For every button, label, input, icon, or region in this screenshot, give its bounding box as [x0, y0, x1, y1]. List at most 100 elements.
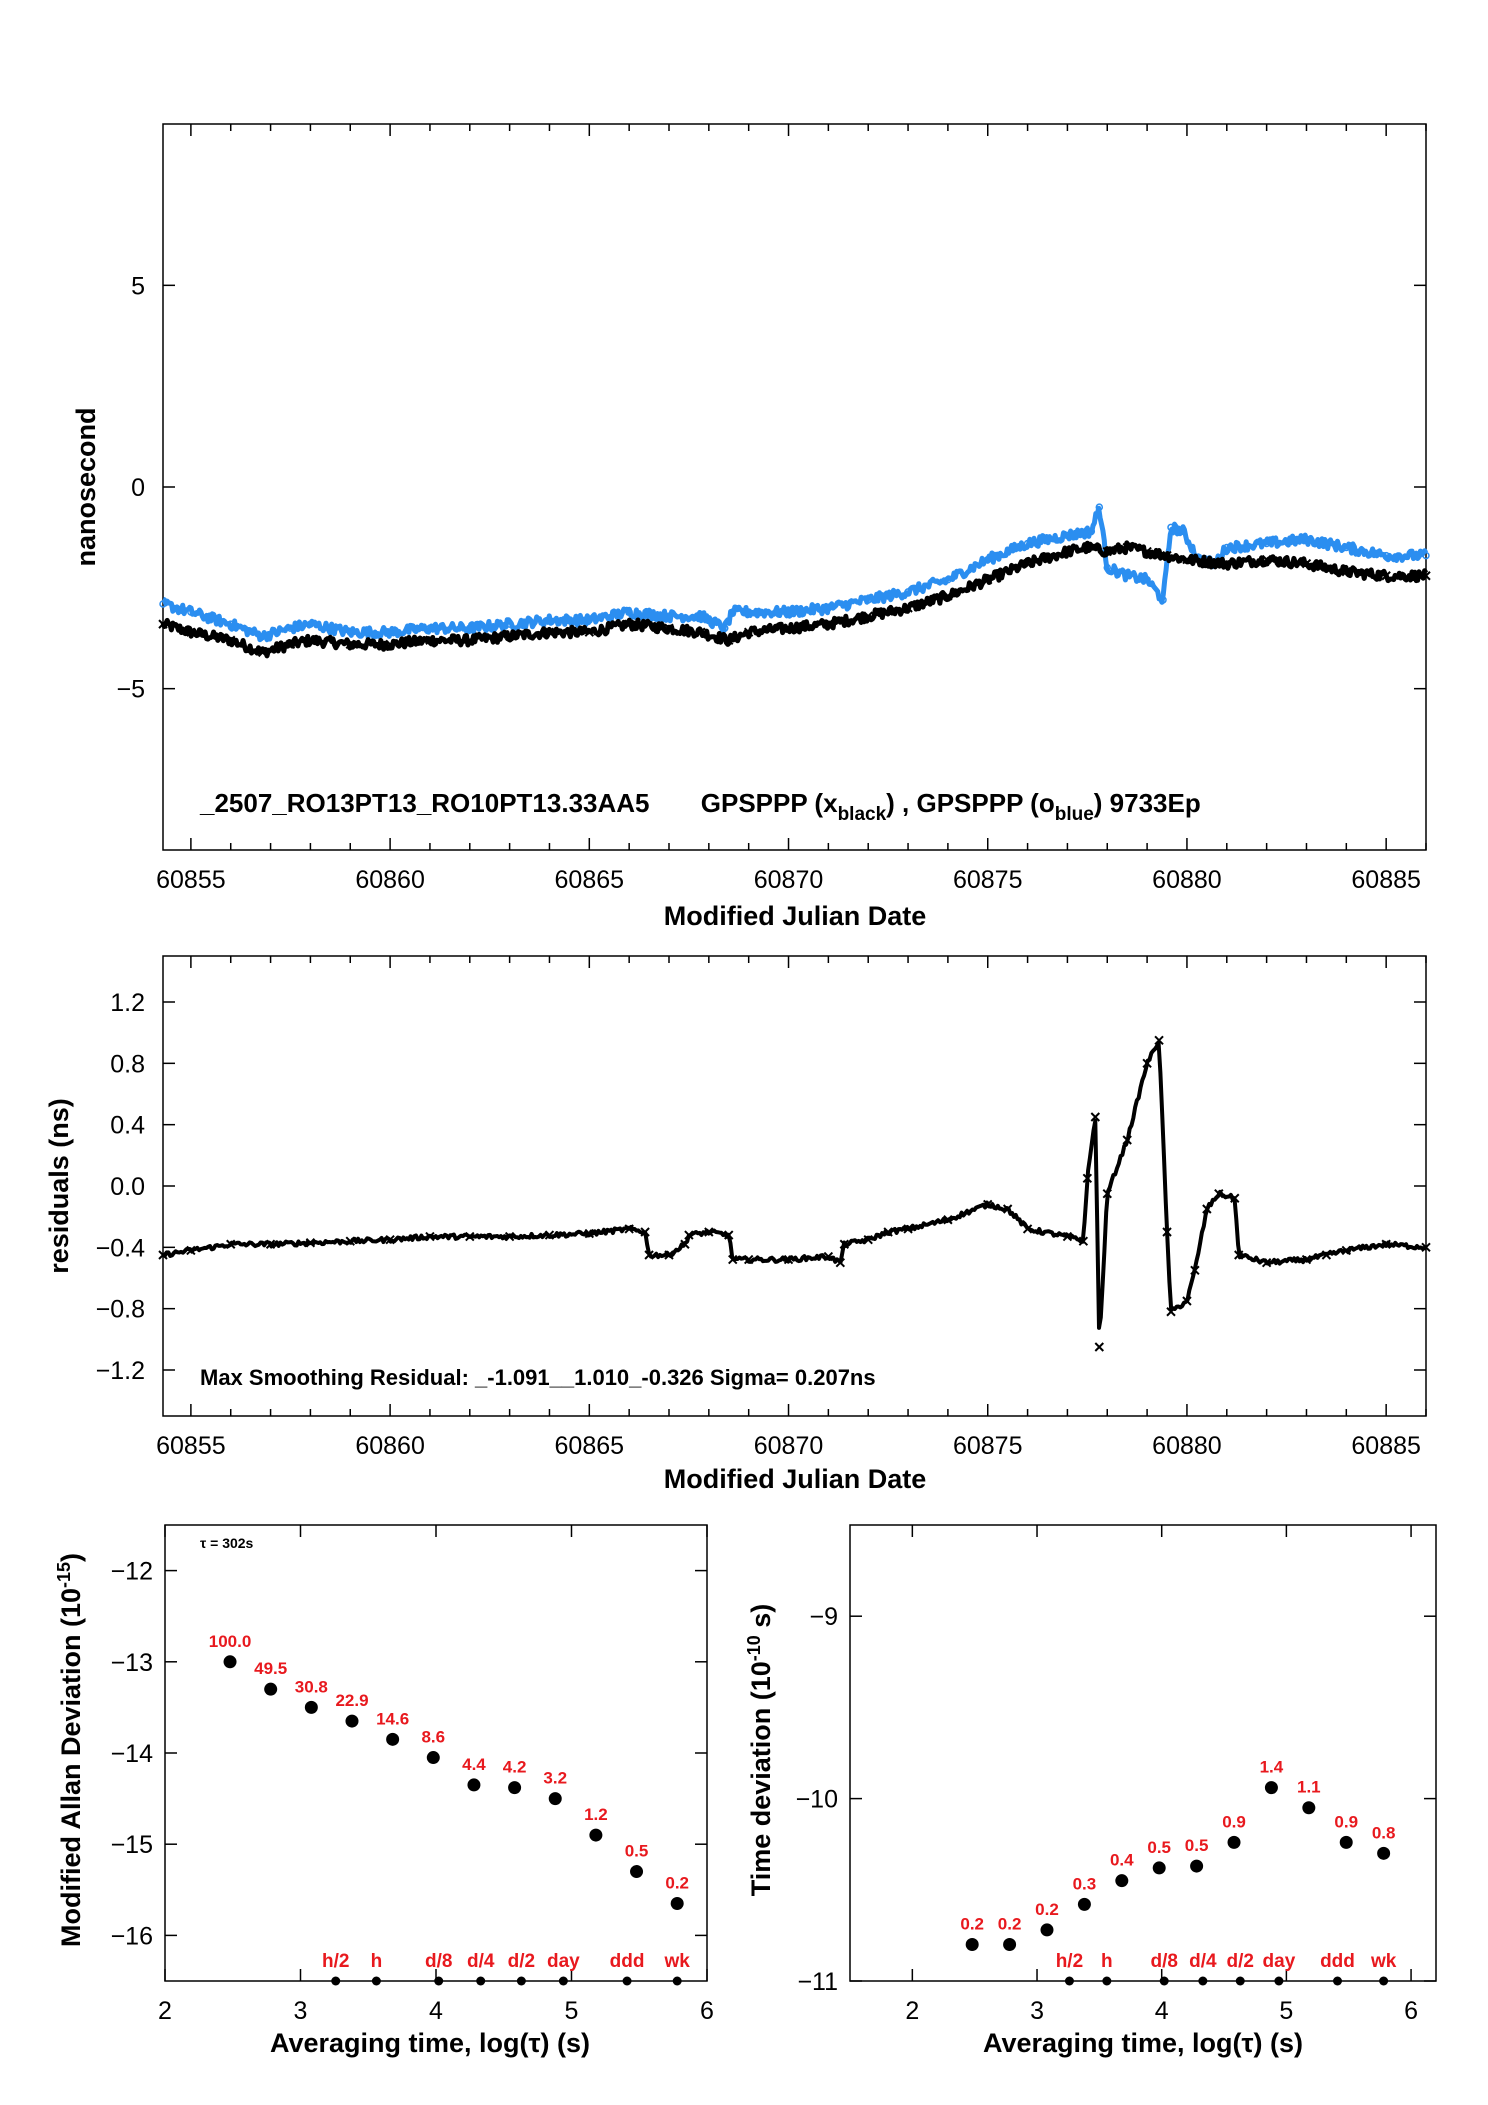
- black-data-point: [664, 623, 674, 633]
- time-marker-label: h: [371, 1951, 383, 1972]
- black-data-point: [680, 1239, 690, 1249]
- time-deviation-panel: 2 3 4 5 6 −11 −10 −9 0.2 0.2 0.2 0.3 0.4 0.5 0.5 0.9 1…: [744, 1524, 1437, 2058]
- point-label: 0.9: [1334, 1812, 1358, 1831]
- time-marker-label: d/4: [467, 1951, 495, 1972]
- black-data-point: [624, 1224, 634, 1234]
- black-data-point: [1078, 1236, 1089, 1246]
- blue-data-point: [187, 608, 195, 616]
- black-data-point: [983, 575, 993, 585]
- blue-data-point: [426, 624, 434, 632]
- deviation-point: [508, 1781, 522, 1795]
- y-tick-label: −14: [111, 1740, 154, 1768]
- black-data-point: [783, 623, 794, 633]
- black-data-point: [1166, 1307, 1176, 1317]
- blue-data-point: [505, 620, 514, 628]
- top-timeseries-panel: 60855 60860 60865 60870 60875 60880 60885 −5 0 5…: [71, 123, 1431, 931]
- black-data-point: [664, 1250, 674, 1260]
- black-data-point: [983, 1199, 993, 1210]
- black-data-point: [943, 1215, 953, 1225]
- deviation-point: [1077, 1897, 1091, 1911]
- black-data-point: [863, 611, 873, 621]
- x-tick-label: 3: [1030, 1997, 1044, 2025]
- point-label: 14.6: [376, 1709, 409, 1728]
- x-tick-label: 60860: [355, 1432, 425, 1460]
- y-tick-label: −1.2: [96, 1357, 145, 1385]
- tdev-ylabel-end: s): [746, 1604, 776, 1636]
- x-tick-label: 4: [429, 1997, 443, 2025]
- black-data-point: [903, 603, 913, 613]
- adev-x-axis-title: Averaging time, log(τ) (s): [270, 2028, 590, 2058]
- black-data-point: [1421, 1242, 1431, 1253]
- time-marker-label: wk: [1370, 1951, 1397, 1972]
- deviation-point: [1115, 1874, 1129, 1888]
- x-tick-label: 60855: [156, 1432, 226, 1460]
- x-tick-label: 6: [700, 1997, 714, 2025]
- point-label: 0.5: [625, 1842, 649, 1861]
- y-tick-label: 5: [131, 272, 145, 300]
- time-marker-dot: [1064, 1976, 1074, 1986]
- black-data-point: [696, 627, 706, 637]
- time-marker-dot: [558, 1976, 568, 1986]
- time-marker-label: day: [1263, 1951, 1296, 1972]
- deviation-point: [304, 1700, 318, 1714]
- top-plot-frame: [162, 123, 1427, 851]
- deviation-point: [1377, 1846, 1391, 1860]
- adev-ylabel-sup: -15: [54, 1562, 74, 1588]
- time-marker-label: h: [1101, 1951, 1113, 1972]
- time-marker-label: d/8: [425, 1951, 452, 1972]
- y-tick-label: −0.8: [96, 1296, 145, 1324]
- black-data-point: [425, 1231, 435, 1242]
- adev-ylabel-main: Modified Allan Deviation (10: [56, 1588, 86, 1947]
- black-data-point: [305, 1238, 316, 1248]
- black-data-point: [425, 635, 435, 645]
- point-label: 1.2: [584, 1805, 608, 1824]
- black-data-point: [1142, 1058, 1152, 1069]
- black-data-point: [1381, 1239, 1391, 1249]
- x-tick-label: 4: [1155, 1997, 1169, 2025]
- point-label: 30.8: [295, 1677, 328, 1696]
- y-tick-label: −16: [111, 1922, 153, 1950]
- black-data-point: [257, 647, 268, 658]
- blue-data-point: [744, 608, 753, 616]
- x-tick-label: 2: [158, 1997, 172, 2025]
- adev-y-axis-title: Modified Allan Deviation (10-15): [54, 1553, 86, 1947]
- y-tick-label: 1.2: [110, 989, 145, 1017]
- blue-data-point: [983, 555, 992, 564]
- blue-data-point: [1159, 596, 1167, 604]
- black-data-point: [504, 1231, 515, 1242]
- x-tick-label: 6: [1404, 1997, 1418, 2025]
- deviation-point: [965, 1938, 979, 1952]
- top-y-axis-title: nanosecond: [71, 407, 101, 566]
- black-data-point: [385, 1234, 395, 1245]
- black-series-trace: [160, 540, 1429, 659]
- y-tick-label: −9: [809, 1603, 838, 1631]
- tdev-y-axis-title: Time deviation (10-10 s): [744, 1604, 776, 1897]
- time-marker-dot: [371, 1976, 381, 1986]
- time-marker-dot: [1198, 1976, 1208, 1986]
- point-label: 0.2: [665, 1873, 689, 1892]
- residuals-series: [158, 1035, 1431, 1352]
- residuals-y-ticks: −1.2 −0.8 −0.4 0.0 0.4 0.8 1.2: [96, 989, 1426, 1385]
- black-data-point: [186, 627, 196, 637]
- tau-annotation: τ = 302s: [200, 1535, 254, 1551]
- black-data-point: [584, 627, 595, 637]
- black-data-point: [783, 1254, 794, 1265]
- blue-data-point: [784, 608, 793, 616]
- black-data-point: [704, 1227, 714, 1237]
- black-data-point: [385, 639, 395, 650]
- deviation-point: [1190, 1859, 1204, 1873]
- black-data-point: [883, 1227, 893, 1237]
- black-data-point: [285, 639, 296, 650]
- y-tick-label: −11: [797, 1968, 838, 1996]
- black-data-point: [465, 635, 475, 645]
- deviation-point: [467, 1778, 481, 1792]
- black-data-point: [1261, 554, 1272, 565]
- black-data-point: [1062, 1231, 1073, 1242]
- x-tick-label: 5: [1279, 1997, 1293, 2025]
- residuals-plot-frame: [162, 955, 1427, 1417]
- point-label: 4.2: [503, 1758, 527, 1777]
- x-tick-label: 5: [565, 1997, 579, 2025]
- black-data-point: [465, 1231, 475, 1242]
- black-data-point: [345, 1236, 355, 1246]
- y-tick-label: 0.4: [110, 1112, 145, 1140]
